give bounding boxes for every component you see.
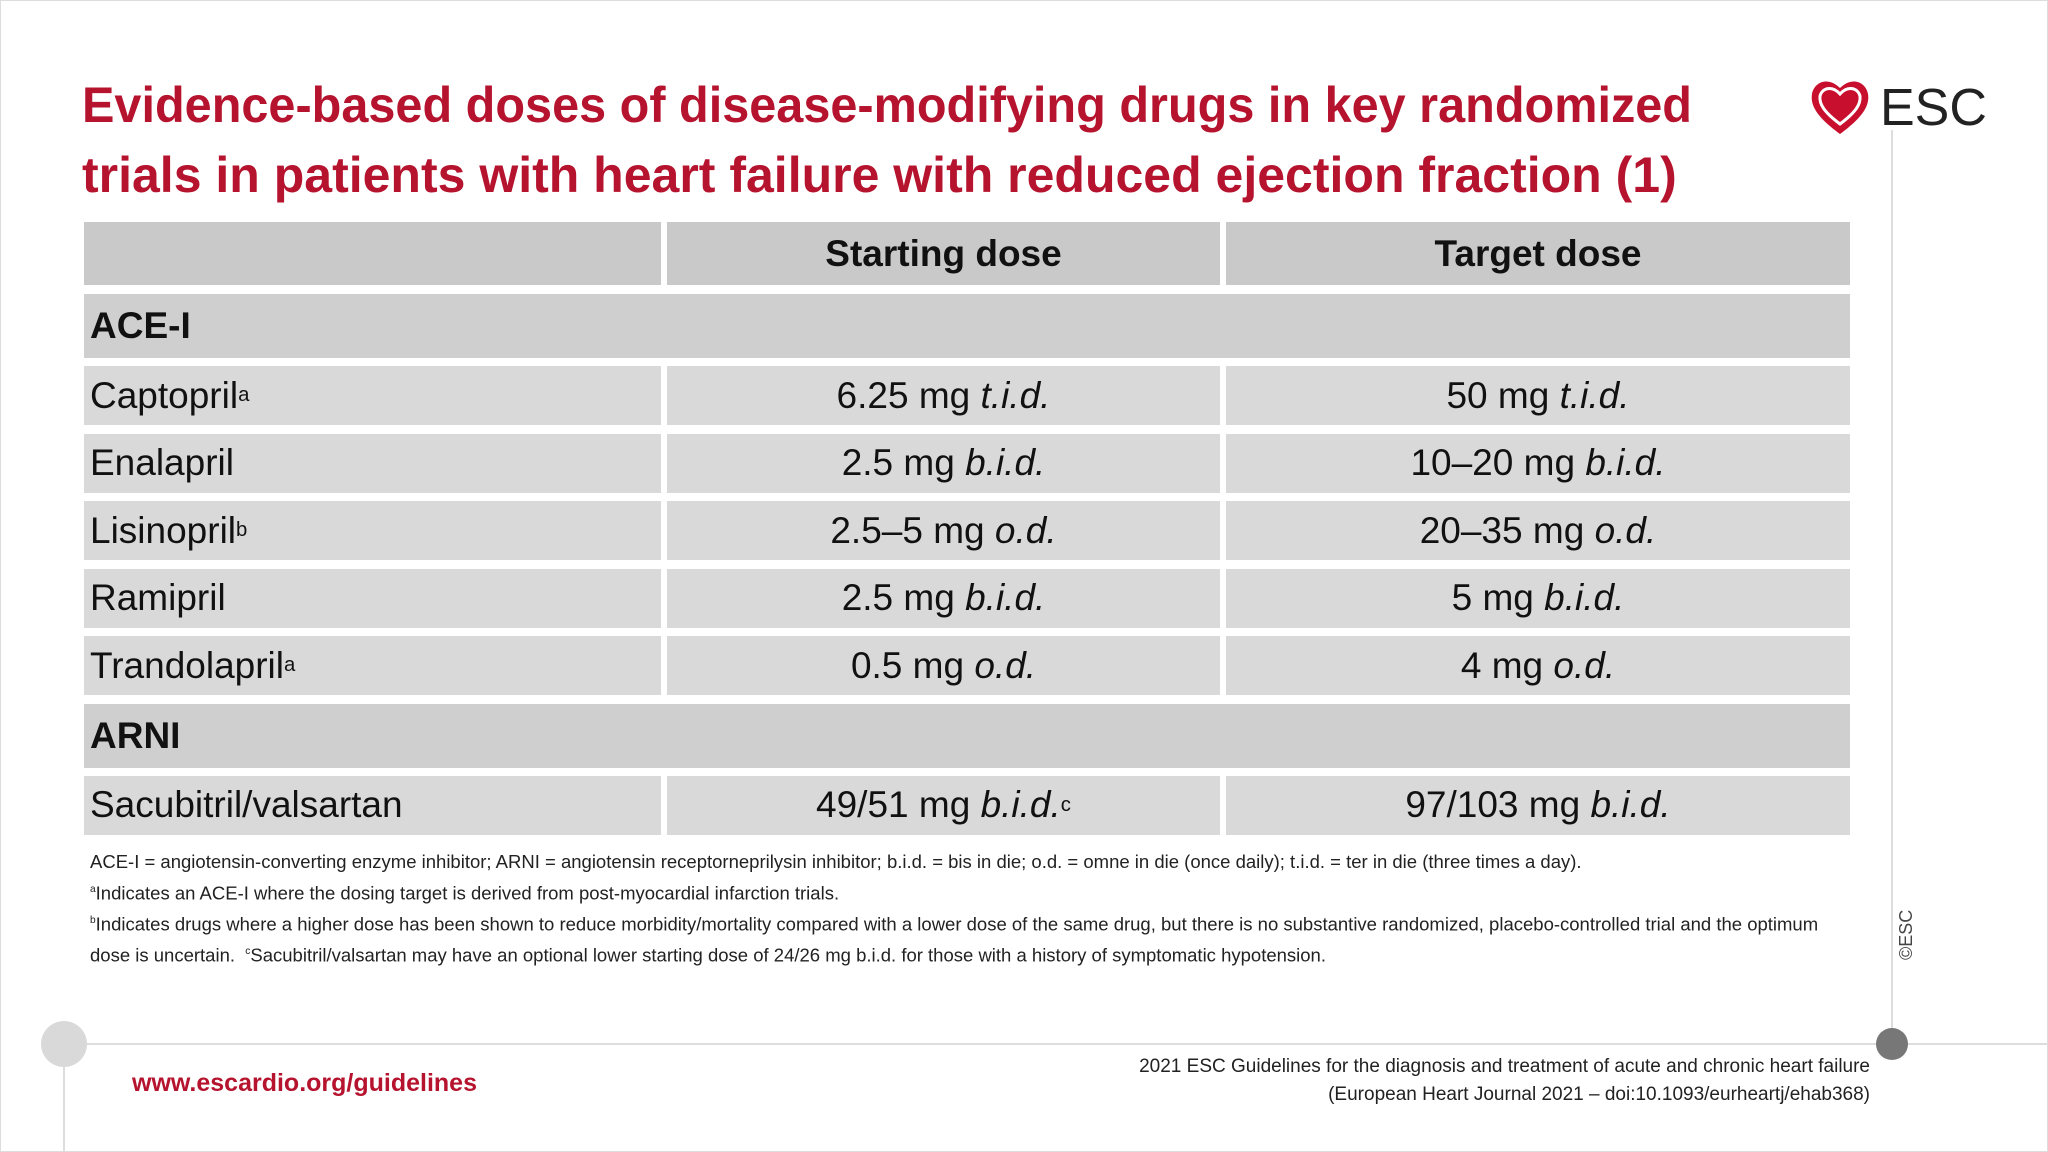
dose-amount: 0.5 mg <box>850 644 965 686</box>
citation-line: 2021 ESC Guidelines for the diagnosis an… <box>1139 1056 1870 1077</box>
url: www.escardio.org/guidelines <box>132 1069 477 1097</box>
esc-logo-text: ESC <box>1880 79 1987 137</box>
section-row: ARNI <box>84 703 1850 768</box>
dose-frequency: b.i.d. <box>980 784 1061 825</box>
dose-cell: 50 mg t.i.d. <box>1226 366 1850 425</box>
column-header: Starting dose <box>825 232 1062 274</box>
dose-cell: 2.5–5 mg o.d. <box>667 501 1220 560</box>
drug-name: Ramipril <box>90 577 226 618</box>
drug-name: Enalapril <box>90 442 234 483</box>
drug-name: Lisinopril <box>90 509 237 551</box>
dose-cell: 49/51 mg b.i.d. c <box>667 775 1220 835</box>
title-line: trials in patients with heart failure wi… <box>82 147 1677 203</box>
footnote-mark: b <box>90 914 96 926</box>
dose-amount: 2.5 mg <box>841 442 955 483</box>
section-row: ACE-I <box>84 294 1850 358</box>
dose-frequency: b.i.d. <box>1544 577 1625 618</box>
dose-cell: 4 mg o.d. <box>1226 636 1850 695</box>
footnote-mark: b <box>236 519 248 541</box>
dose-frequency: o.d. <box>994 509 1057 551</box>
footnote-text: Indicates drugs where a higher dose has … <box>90 913 1819 966</box>
dose-cell: 2.5 mg b.i.d. <box>667 433 1220 493</box>
dose-amount: 10–20 mg <box>1410 442 1576 483</box>
dose-frequency: b.i.d. <box>965 442 1046 483</box>
footnote-text: Indicates an ACE-I where the dosing targ… <box>95 882 840 904</box>
dose-frequency: o.d. <box>1553 644 1616 686</box>
footnote-mark: a <box>90 883 96 895</box>
drug-cell: Enalapril <box>84 433 661 493</box>
dose-cell: 5 mg b.i.d. <box>1226 568 1850 628</box>
drug-cell: Ramipril <box>84 568 661 628</box>
citation: 2021 ESC Guidelines for the diagnosis an… <box>1139 1053 1870 1109</box>
footnote-text: Sacubitril/valsartan may have an optiona… <box>250 944 1326 966</box>
drug-name: Trandolapril <box>90 644 284 686</box>
dose-amount: 4 mg <box>1460 644 1544 686</box>
dose-cell: 10–20 mg b.i.d. <box>1226 433 1850 493</box>
dose-frequency: b.i.d. <box>965 577 1046 618</box>
header-cell: Starting dose <box>667 222 1220 285</box>
dose-frequency: b.i.d. <box>1590 784 1671 825</box>
drug-name: Captopril <box>90 374 239 416</box>
footnote: aIndicates an ACE-I where the dosing tar… <box>90 876 1850 907</box>
abbreviations: ACE-I = angiotensin-converting enzyme in… <box>90 851 1582 872</box>
footnote-mark: c <box>245 945 251 957</box>
dose-amount: 2.5–5 mg <box>830 509 985 551</box>
dose-frequency: b.i.d. <box>1585 442 1666 483</box>
dose-frequency: o.d. <box>1594 509 1657 551</box>
header-cell <box>84 222 661 285</box>
drug-cell: Trandolapril a <box>84 636 661 695</box>
dose-amount: 20–35 mg <box>1419 509 1585 551</box>
dose-amount: 2.5 mg <box>841 577 955 618</box>
dose-amount: 5 mg <box>1451 577 1534 618</box>
footnote-mark: a <box>238 384 250 406</box>
dose-cell: 20–35 mg o.d. <box>1226 501 1850 560</box>
section-name: ARNI <box>90 714 181 756</box>
drug-cell: Sacubitril/valsartan <box>84 775 661 835</box>
dose-amount: 97/103 mg <box>1405 784 1581 825</box>
section-name: ACE-I <box>90 305 191 346</box>
dose-cell: 97/103 mg b.i.d. <box>1226 775 1850 835</box>
dose-cell: 0.5 mg o.d. <box>667 636 1220 695</box>
dose-cell: 2.5 mg b.i.d. <box>667 568 1220 628</box>
footnote-mark: a <box>284 654 296 676</box>
drug-name: Sacubitril/valsartan <box>90 784 403 825</box>
dose-amount: 6.25 mg <box>836 374 971 416</box>
dose-cell: 6.25 mg t.i.d. <box>667 366 1220 425</box>
drug-cell: Captopril a <box>84 366 661 425</box>
footnote-mark: c <box>1060 793 1071 816</box>
dose-amount: 50 mg <box>1446 374 1550 416</box>
drug-cell: Lisinopril b <box>84 501 661 560</box>
esc-heart-logo <box>1811 81 1869 134</box>
dose-frequency: t.i.d. <box>980 374 1051 416</box>
header-cell: Target dose <box>1226 222 1850 285</box>
title-line: Evidence-based doses of disease-modifyin… <box>82 77 1692 133</box>
column-header: Target dose <box>1434 232 1642 274</box>
footnotes: ACE-I = angiotensin-converting enzyme in… <box>90 848 1850 969</box>
footnote: bIndicates drugs where a higher dose has… <box>90 907 1850 969</box>
dose-frequency: t.i.d. <box>1559 374 1630 416</box>
copyright: ©ESC <box>1896 909 1916 960</box>
citation-line: (European Heart Journal 2021 – doi:10.10… <box>1328 1084 1870 1105</box>
dose-amount: 49/51 mg <box>816 784 971 825</box>
dose-frequency: o.d. <box>974 644 1037 686</box>
